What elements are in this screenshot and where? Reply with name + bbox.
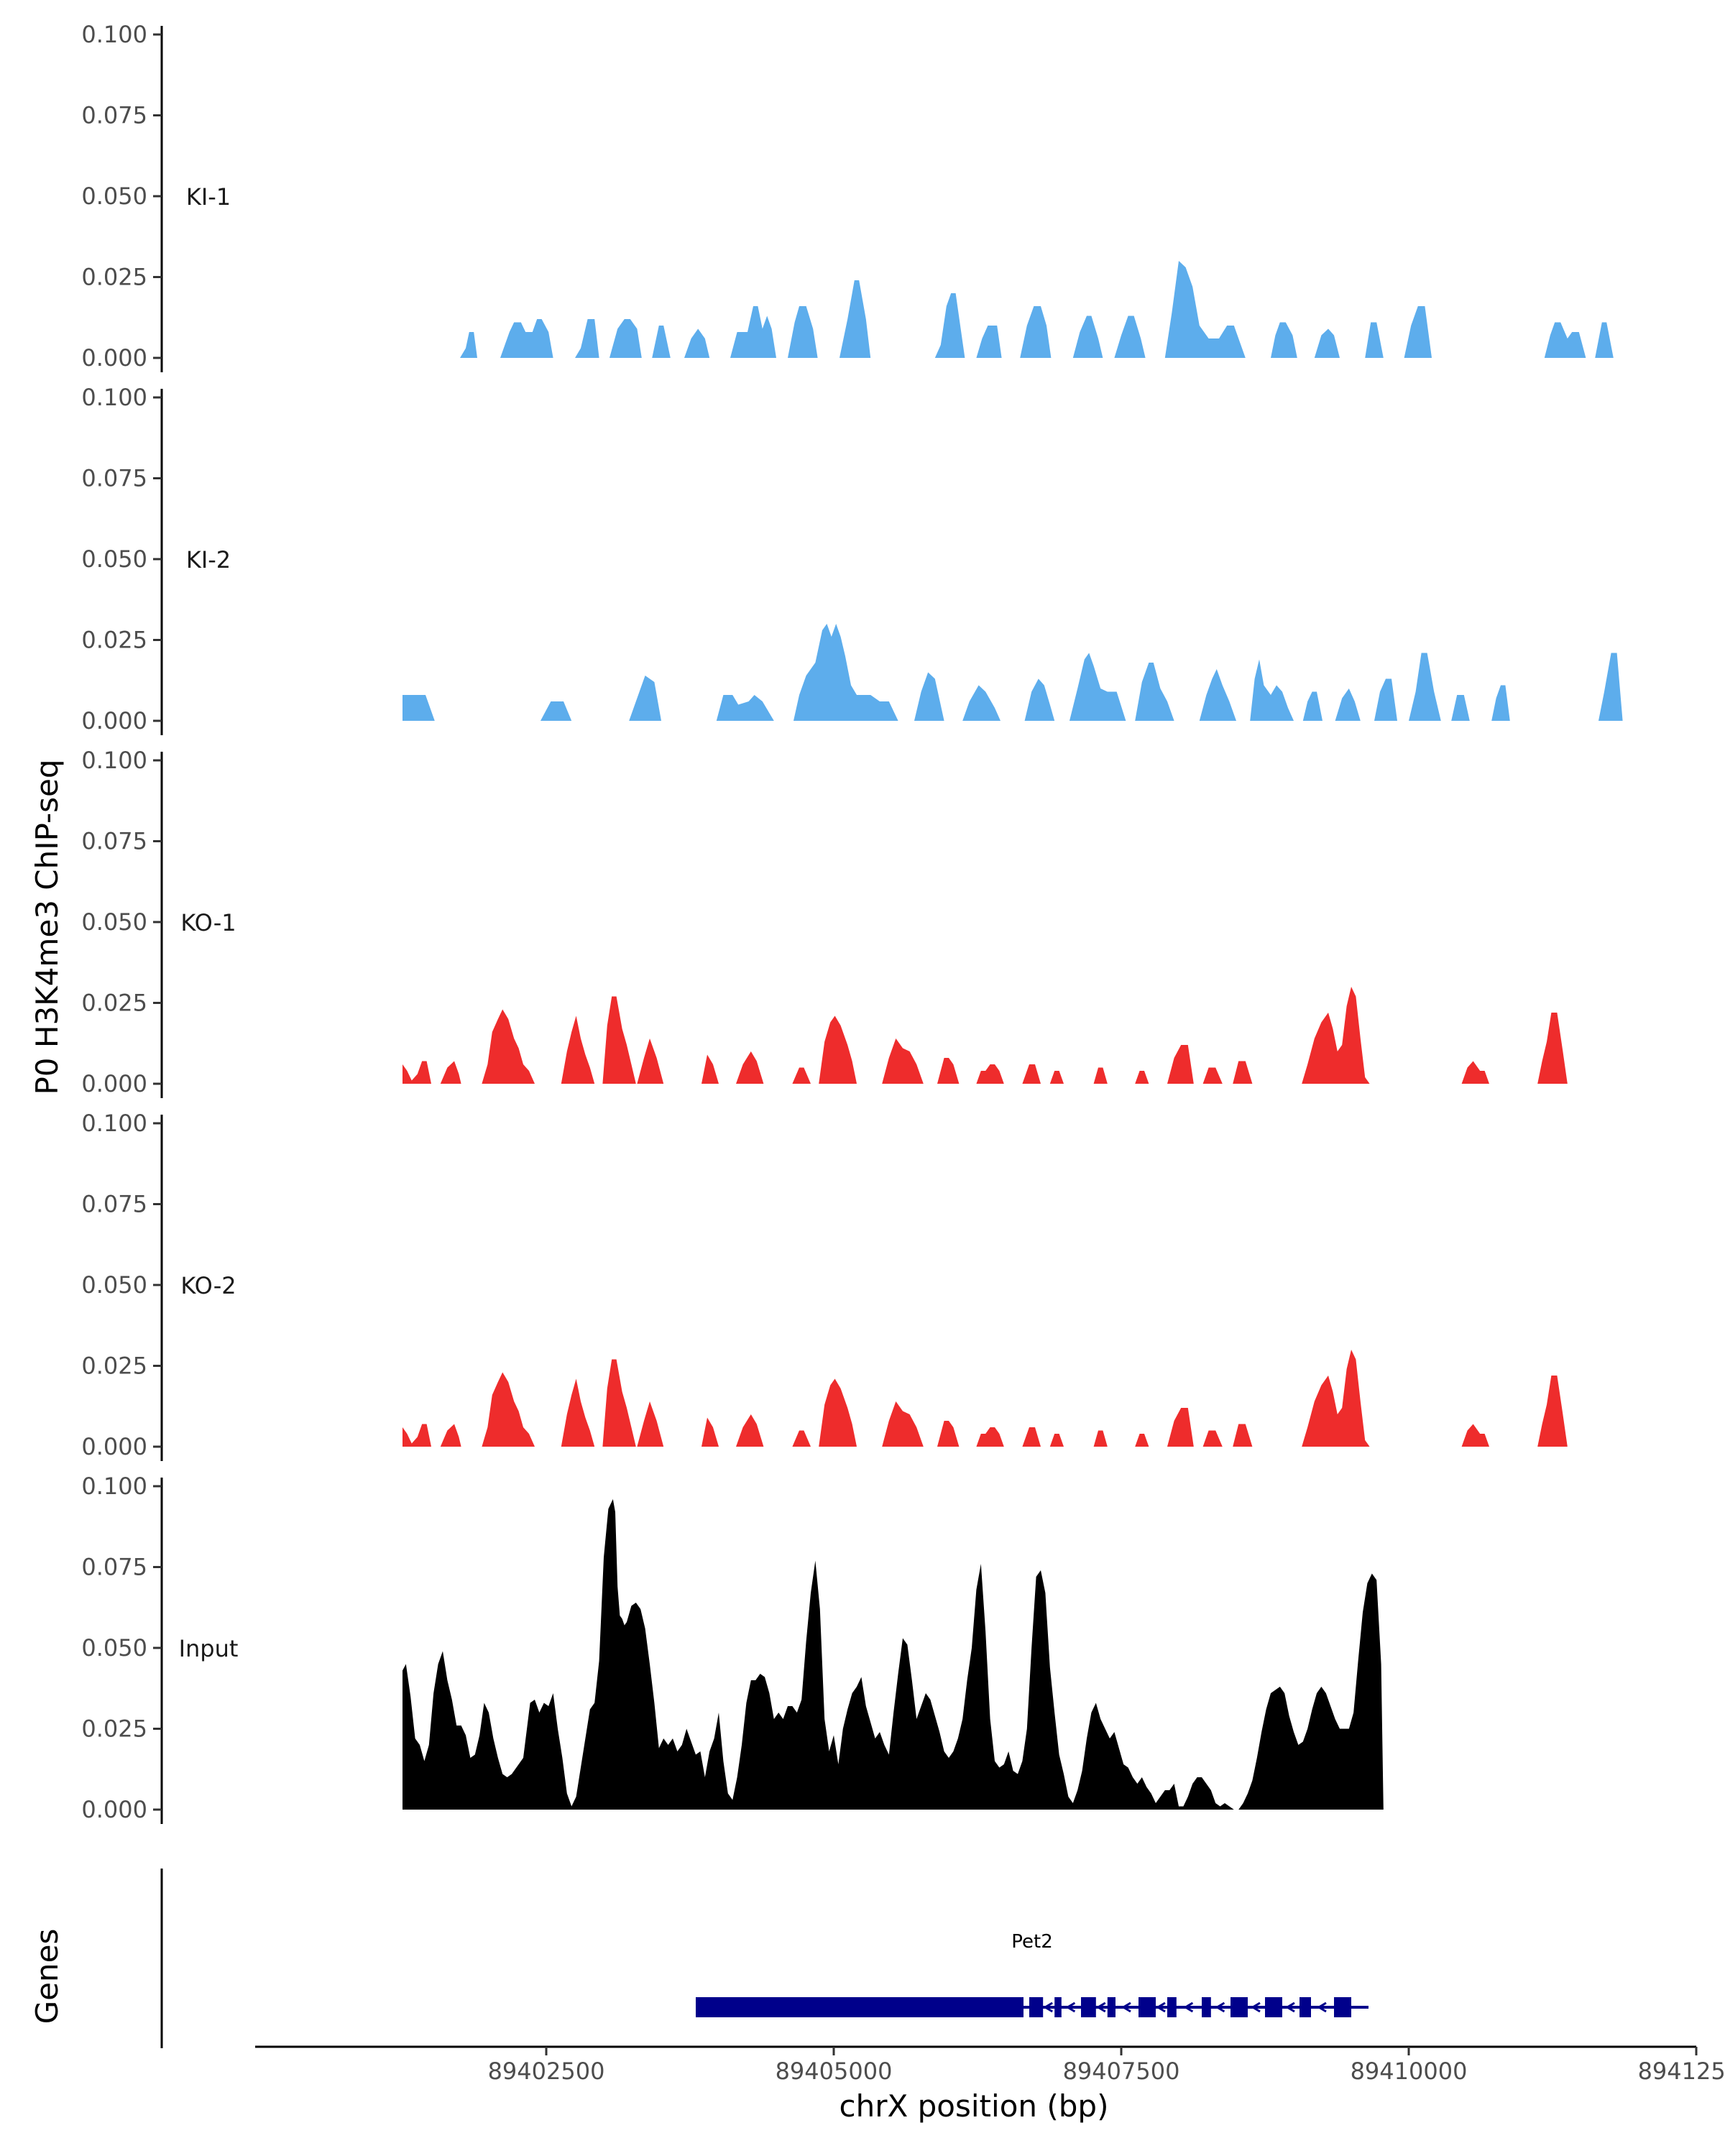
y-tick-label: 0.075 [81,1554,147,1581]
track-label: KI-2 [186,546,231,573]
signal-area-ko-1 [402,987,1576,1084]
y-tick-label: 0.050 [81,545,147,573]
gene-exon [1054,1997,1062,2017]
gene-exon [1081,1997,1096,2017]
gene-exon [1202,1997,1211,2017]
y-tick-label: 0.025 [81,627,147,654]
gene-exon [1029,1997,1044,2017]
strand-arrow [1121,2001,1131,2013]
track-input: 0.000 0.025 0.050 0.075 0.100 Input [81,1473,1384,1824]
strand-arrow [1156,2001,1166,2013]
gene-exon [1300,1997,1311,2017]
y-axis-title: P0 H3K4me3 ChIP-seq [29,759,65,1095]
y-tick-label: 0.000 [81,1070,147,1097]
y-tick-label: 0.000 [81,1796,147,1823]
signal-area-input [402,1499,1384,1810]
y-tick-label: 0.025 [81,1715,147,1743]
x-axis-title: chrX position (bp) [840,2088,1109,2124]
track-ko-2: 0.000 0.025 0.050 0.075 0.100 KO-2 [81,1110,1576,1461]
gene-track-title: Genes [29,1929,65,2024]
x-tick-label: 89412500 [1638,2058,1725,2085]
gene-exon [1230,1997,1248,2017]
track-ki-2: 0.000 0.025 0.050 0.075 0.100 KI-2 [81,384,1627,735]
track-ko-1: 0.000 0.025 0.050 0.075 0.100 KO-1 [81,747,1576,1098]
y-tick-label: 0.000 [81,1433,147,1460]
gene-track: Genes Pet2 [29,1869,1368,2048]
strand-arrow [1183,2001,1194,2013]
x-axis: 89402500 89405000 89407500 89410000 89412500 [255,2045,1725,2085]
x-tick-label: 89402500 [488,2058,605,2085]
track-label: KO-2 [180,1272,236,1299]
y-tick-label: 0.000 [81,707,147,734]
track-label: KO-1 [180,909,236,936]
y-tick-label: 0.025 [81,990,147,1017]
track-ki-1: 0.000 0.025 0.050 0.075 0.100 KI-1 [81,21,1614,372]
y-tick-label: 0.050 [81,1271,147,1299]
y-tick-label: 0.075 [81,1191,147,1218]
signal-tracks: 0.0000.0250.0500.0750.100KI-10.0000.0250… [81,21,1627,1824]
y-tick-label: 0.075 [81,828,147,855]
y-tick-label: 0.100 [81,747,147,774]
strand-arrow [1215,2001,1225,2013]
y-tick-label: 0.050 [81,908,147,936]
y-tick-label: 0.025 [81,264,147,291]
gene-name: Pet2 [1011,1931,1052,1953]
gene-exon [1138,1997,1156,2017]
y-tick-label: 0.100 [81,384,147,411]
strand-arrow [1065,2001,1076,2013]
strand-arrow [1317,2001,1327,2013]
gene-exon [1334,1997,1351,2017]
y-tick-label: 0.050 [81,1634,147,1662]
signal-area-ko-2 [402,1350,1576,1447]
gene-exon [1107,1997,1116,2017]
x-tick-label: 89410000 [1351,2058,1468,2085]
track-label: Input [179,1635,239,1662]
y-tick-label: 0.075 [81,102,147,129]
y-tick-label: 0.050 [81,183,147,210]
signal-area-ki-2 [402,624,1627,721]
track-label: KI-1 [186,183,231,211]
gene-exon [696,1997,1024,2017]
strand-arrow [1251,2001,1261,2013]
y-tick-label: 0.100 [81,21,147,48]
x-tick-label: 89407500 [1063,2058,1180,2085]
gene-exon [1265,1997,1282,2017]
y-tick-label: 0.025 [81,1353,147,1380]
y-tick-label: 0.100 [81,1473,147,1500]
y-tick-label: 0.100 [81,1110,147,1137]
y-tick-label: 0.000 [81,344,147,372]
y-tick-label: 0.075 [81,465,147,492]
strand-arrow [1043,2001,1053,2013]
x-tick-label: 89405000 [776,2058,893,2085]
gene-exon [1167,1997,1177,2017]
strand-arrow [1285,2001,1295,2013]
signal-area-ki-1 [460,261,1614,358]
strand-arrow [1095,2001,1106,2013]
